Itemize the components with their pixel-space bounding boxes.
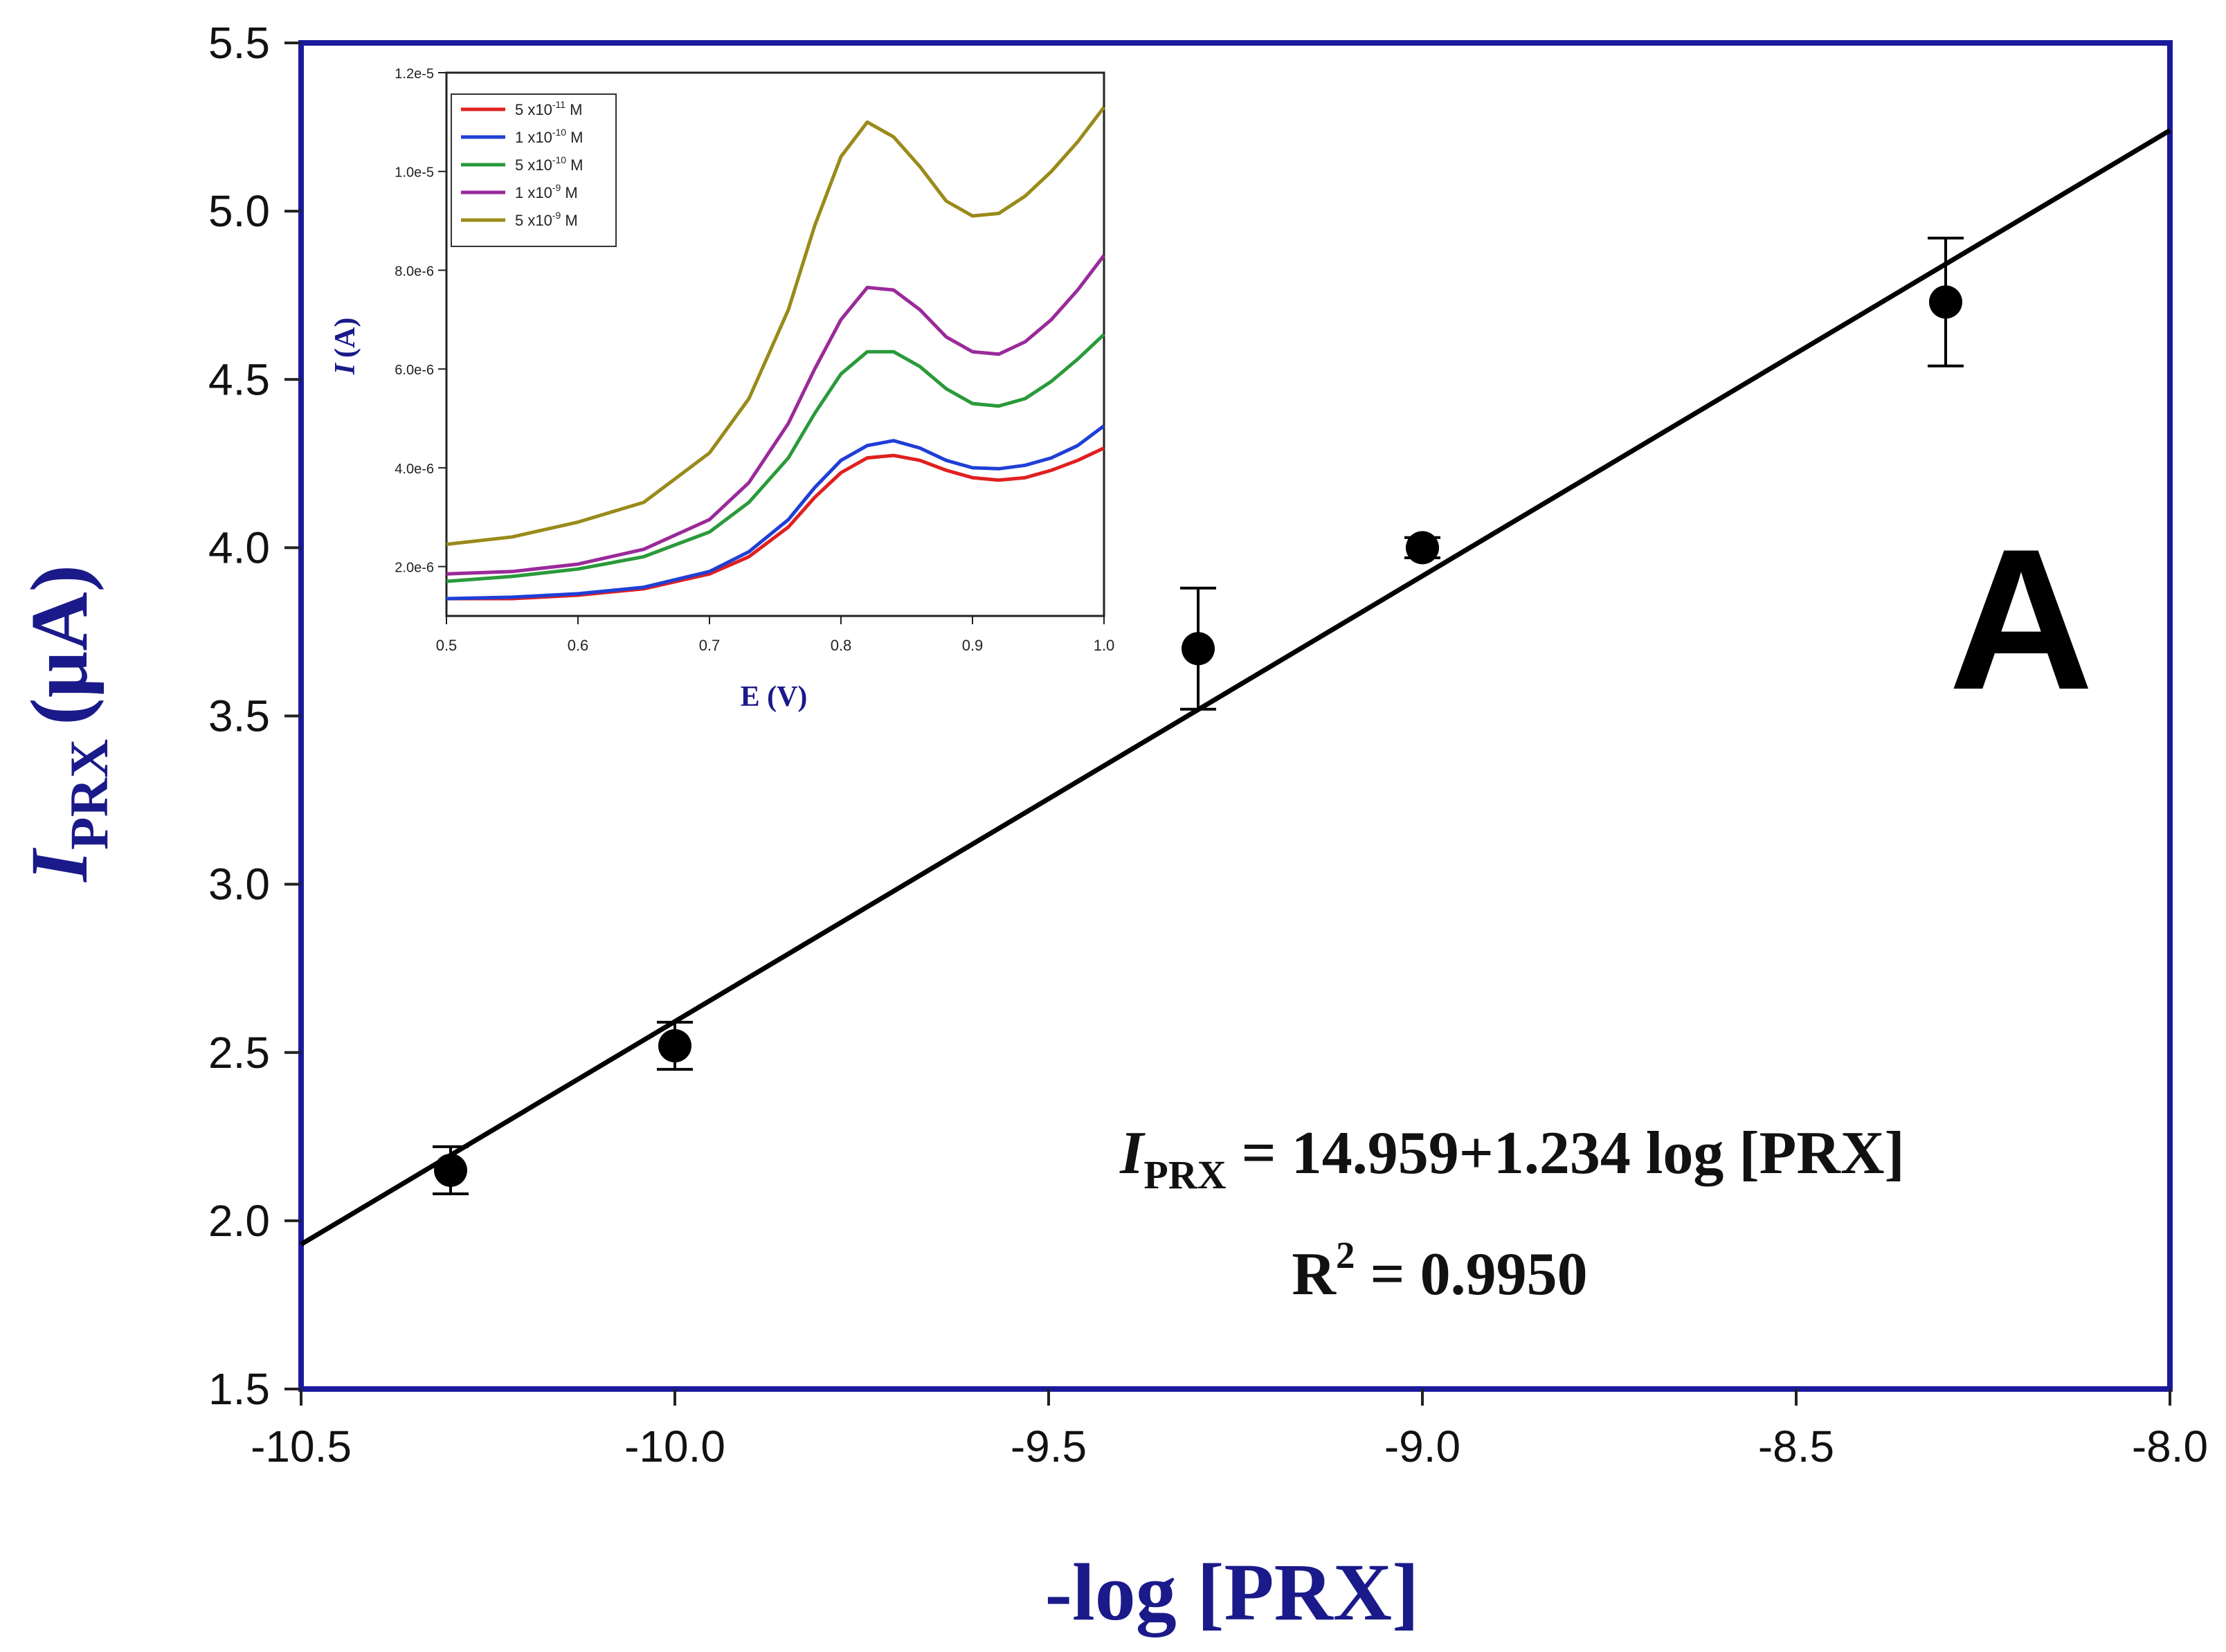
main-points-group [433, 237, 1964, 1195]
inset-x-tick-label: 0.6 [568, 637, 589, 654]
fit-equation: IPRX = 14.959+1.234 log [PRX] [1119, 1120, 1905, 1197]
inset-legend-exp: -10 [552, 154, 566, 165]
inset-legend-exp: -9 [552, 182, 561, 193]
main-y-tick-label: 1.5 [208, 1364, 270, 1414]
inset-ticks: 0.5 0.6 0.7 0.8 0.9 1.0 2.0e-6 4.0e-6 6.0e-6 8.0e… [395, 66, 1114, 654]
main-y-axis-title-unit: (µA) [14, 565, 105, 725]
inset-x-tick-label: 0.7 [699, 637, 721, 654]
inset-series-line-3 [446, 333, 1105, 583]
fit-equation-rest: = 14.959+1.234 log [PRX] [1227, 1120, 1905, 1187]
inset-x-axis-title: E (V) [741, 681, 808, 713]
fit-equation-I: I [1119, 1120, 1146, 1187]
inset-legend-label: 5 x10-9 M [515, 210, 578, 229]
inset-legend-label: 5 x10-10 M [515, 154, 583, 174]
inset-legend-unit: M [566, 129, 583, 146]
fit-equation-sub: PRX [1143, 1152, 1226, 1197]
main-y-tick-label: 2.5 [208, 1028, 270, 1078]
inset-y-axis-title-unit: (A) [329, 318, 361, 358]
main-x-tick-label: -10.0 [624, 1422, 725, 1471]
r-squared-rest: = 0.9950 [1355, 1241, 1587, 1308]
inset-legend-exp: -9 [552, 210, 561, 221]
inset-x-tick-label: 0.8 [831, 637, 852, 654]
inset-legend-unit: M [561, 212, 577, 229]
inset-legend-label: 1 x10-10 M [515, 127, 583, 146]
inset-series-line-2 [446, 424, 1105, 601]
main-x-tick-label: -8.0 [2132, 1422, 2208, 1471]
main-y-tick-label: 3.5 [208, 691, 270, 741]
inset-series-line-4 [446, 254, 1105, 576]
inset-y-tick-label: 4.0e-6 [395, 462, 434, 477]
inset-legend-base: 1 x10 [515, 129, 552, 146]
inset-curves-group [446, 106, 1105, 601]
data-point [658, 1029, 691, 1063]
main-x-tick-label: -9.5 [1011, 1422, 1087, 1471]
main-y-axis-title-sub: PRX [59, 739, 119, 850]
inset-legend-label: 5 x10-11 M [515, 99, 582, 118]
main-y-axis-title-I: I [14, 847, 105, 883]
r-squared: R2 = 0.9950 [1292, 1234, 1587, 1308]
inset-legend-exp: -10 [552, 127, 566, 138]
r-squared-R: R [1292, 1241, 1337, 1308]
inset-plot-frame [445, 71, 1105, 617]
main-x-tick-label: -9.0 [1384, 1422, 1460, 1471]
main-x-tick-label: -8.5 [1758, 1422, 1834, 1471]
main-y-tick-label: 4.5 [208, 354, 270, 404]
inset-legend: 5 x10-11 M1 x10-10 M5 x10-10 M1 x10-9 M5… [451, 93, 617, 247]
inset-legend-base: 1 x10 [515, 184, 552, 201]
inset-y-tick-label: 1.0e-5 [395, 165, 434, 181]
inset-legend-base: 5 x10 [515, 156, 552, 174]
main-x-axis-title: -log [PRX] [1045, 1547, 1420, 1637]
inset-x-tick-label: 1.0 [1094, 637, 1115, 654]
inset-series-line-5 [446, 106, 1105, 546]
inset-y-tick-label: 8.0e-6 [395, 264, 434, 279]
inset-x-tick-label: 0.9 [962, 637, 984, 654]
data-point [1406, 531, 1439, 565]
r-squared-sup: 2 [1336, 1234, 1355, 1276]
panel-label: A [1948, 507, 2093, 732]
inset-legend-unit: M [561, 184, 577, 201]
inset-legend-base: 5 x10 [515, 101, 552, 118]
main-y-tick-label: 4.0 [208, 523, 270, 572]
inset-legend-exp: -11 [552, 99, 565, 110]
inset-legend-unit: M [566, 156, 583, 174]
fit-line [300, 128, 2171, 1246]
main-x-tick-label: -10.5 [251, 1422, 352, 1471]
main-fit-group [300, 128, 2171, 1246]
main-ticks: -10.5 -10.0 -9.5 -9.0 -8.5 -8.0 1.5 2.0 2.5 3.0 3.… [208, 18, 2208, 1471]
inset-y-tick-label: 6.0e-6 [395, 363, 434, 378]
inset-y-tick-label: 1.2e-5 [395, 66, 434, 82]
inset-legend-base: 5 x10 [515, 212, 552, 229]
inset-y-axis-title-I: I [329, 362, 361, 375]
main-y-axis-title: IPRX (µA) [14, 565, 119, 883]
data-point [1182, 632, 1215, 666]
inset-legend-label: 1 x10-9 M [515, 182, 578, 201]
data-point [1929, 285, 1962, 319]
inset-legend-unit: M [565, 101, 582, 118]
inset-y-axis-title: I (A) [329, 318, 361, 376]
data-point [434, 1153, 467, 1187]
main-y-tick-label: 2.0 [208, 1196, 270, 1246]
main-y-tick-label: 5.0 [208, 186, 270, 236]
main-y-tick-label: 5.5 [208, 18, 270, 68]
inset-x-tick-label: 0.5 [436, 637, 458, 654]
main-y-tick-label: 3.0 [208, 860, 270, 909]
inset-y-tick-label: 2.0e-6 [395, 561, 434, 576]
